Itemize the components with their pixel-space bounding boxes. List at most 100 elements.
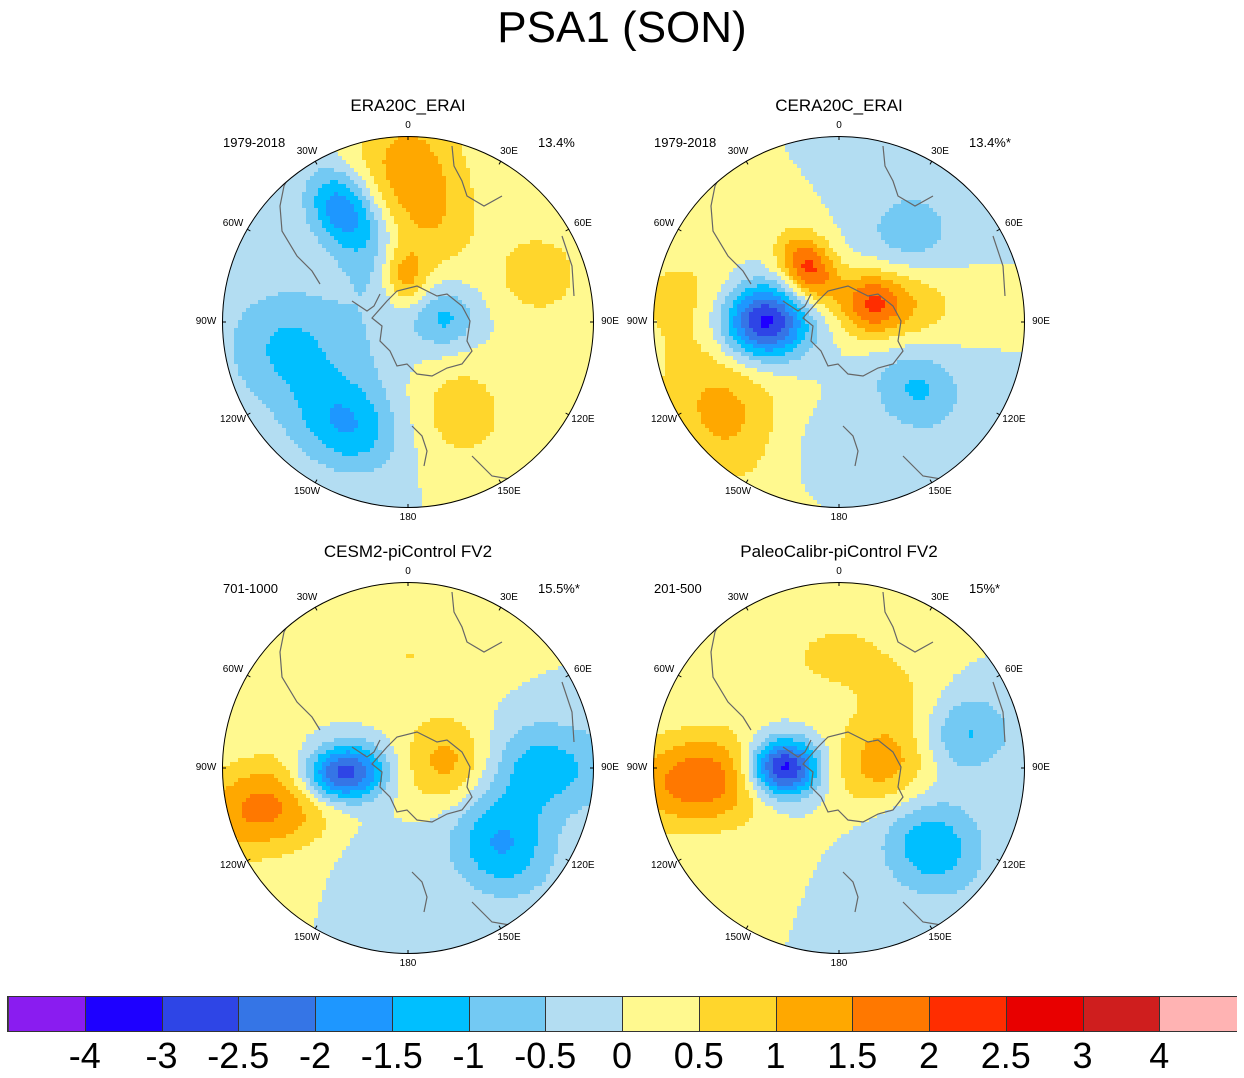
longitude-label: 90E	[596, 316, 624, 328]
colorbar-label: 1	[736, 1036, 816, 1076]
longitude-label: 30E	[495, 592, 523, 604]
colorbar-label: -2.5	[198, 1036, 278, 1076]
panel-title: ERA20C_ERAI	[228, 96, 588, 116]
longitude-label: 30W	[724, 146, 752, 158]
longitude-label: 60W	[650, 664, 678, 676]
colorbar-label: -1.5	[352, 1036, 432, 1076]
longitude-label: 180	[394, 512, 422, 524]
colorbar-box	[622, 997, 700, 1031]
colorbar-label: -3	[122, 1036, 202, 1076]
longitude-label: 90W	[192, 762, 220, 774]
longitude-label: 60W	[219, 664, 247, 676]
colorbar-box	[852, 997, 930, 1031]
longitude-label: 60W	[219, 218, 247, 230]
colorbar-label: 2.5	[966, 1036, 1046, 1076]
longitude-label: 30E	[926, 146, 954, 158]
longitude-label: 180	[825, 958, 853, 970]
panel-period: 701-1000	[223, 581, 278, 597]
longitude-label: 150E	[495, 932, 523, 944]
longitude-label: 180	[825, 512, 853, 524]
longitude-label: 90W	[623, 316, 651, 328]
longitude-label: 150W	[724, 932, 752, 944]
anomaly-field	[222, 136, 594, 508]
colorbar-label: -0.5	[505, 1036, 585, 1076]
longitude-label: 120W	[219, 860, 247, 872]
figure-title: PSA1 (SON)	[0, 2, 1244, 54]
longitude-label: 60W	[650, 218, 678, 230]
longitude-label: 120E	[1000, 860, 1028, 872]
longitude-label: 0	[825, 120, 853, 132]
panel-period: 1979-2018	[654, 135, 716, 151]
polar-map	[222, 582, 594, 954]
anomaly-field	[222, 582, 594, 954]
colorbar-label: -1	[429, 1036, 509, 1076]
colorbar-box	[929, 997, 1007, 1031]
longitude-label: 0	[394, 566, 422, 578]
colorbar-label: 1.5	[812, 1036, 892, 1076]
colorbar-box	[391, 997, 469, 1031]
longitude-label: 90W	[623, 762, 651, 774]
colorbar-label: -4	[45, 1036, 125, 1076]
longitude-label: 180	[394, 958, 422, 970]
colorbar-label: 4	[1119, 1036, 1199, 1076]
colorbar	[7, 996, 1237, 1032]
longitude-label: 120W	[219, 414, 247, 426]
longitude-label: 150W	[293, 932, 321, 944]
longitude-label: 30W	[724, 592, 752, 604]
colorbar-box	[1005, 997, 1083, 1031]
longitude-label: 30E	[495, 146, 523, 158]
longitude-label: 90E	[1027, 316, 1055, 328]
colorbar-box	[238, 997, 316, 1031]
longitude-label: 120E	[1000, 414, 1028, 426]
colorbar-label: -2	[275, 1036, 355, 1076]
longitude-label: 150E	[495, 486, 523, 498]
panel-title: CESM2-piControl FV2	[228, 542, 588, 562]
colorbar-box	[315, 997, 393, 1031]
longitude-label: 60E	[569, 664, 597, 676]
longitude-label: 60E	[1000, 218, 1028, 230]
panel-period: 1979-2018	[223, 135, 285, 151]
longitude-label: 30E	[926, 592, 954, 604]
panel-variance: 15.5%*	[538, 581, 580, 597]
longitude-label: 30W	[293, 592, 321, 604]
colorbar-box	[775, 997, 853, 1031]
panel-title: CERA20C_ERAI	[659, 96, 1019, 116]
longitude-label: 120E	[569, 860, 597, 872]
colorbar-box	[84, 997, 162, 1031]
panel-title: PaleoCalibr-piControl FV2	[659, 542, 1019, 562]
panel-variance: 13.4%	[538, 135, 575, 151]
panel-variance: 13.4%*	[969, 135, 1011, 151]
polar-map	[653, 136, 1025, 508]
longitude-label: 150W	[724, 486, 752, 498]
longitude-label: 60E	[569, 218, 597, 230]
longitude-label: 30W	[293, 146, 321, 158]
longitude-label: 0	[825, 566, 853, 578]
colorbar-label: 3	[1043, 1036, 1123, 1076]
polar-map	[653, 582, 1025, 954]
longitude-label: 90E	[596, 762, 624, 774]
colorbar-box	[1159, 997, 1237, 1031]
colorbar-box	[468, 997, 546, 1031]
colorbar-label: 2	[889, 1036, 969, 1076]
longitude-label: 90W	[192, 316, 220, 328]
longitude-label: 0	[394, 120, 422, 132]
longitude-label: 120W	[650, 860, 678, 872]
longitude-label: 150E	[926, 486, 954, 498]
colorbar-label: 0	[582, 1036, 662, 1076]
colorbar-box	[161, 997, 239, 1031]
panel-variance: 15%*	[969, 581, 1000, 597]
longitude-label: 120W	[650, 414, 678, 426]
anomaly-field	[653, 136, 1025, 508]
polar-map	[222, 136, 594, 508]
longitude-label: 120E	[569, 414, 597, 426]
colorbar-box	[698, 997, 776, 1031]
longitude-label: 150W	[293, 486, 321, 498]
colorbar-box	[8, 997, 86, 1031]
colorbar-box	[1082, 997, 1160, 1031]
colorbar-box	[545, 997, 623, 1031]
anomaly-field	[653, 582, 1025, 954]
longitude-label: 90E	[1027, 762, 1055, 774]
longitude-label: 150E	[926, 932, 954, 944]
longitude-label: 60E	[1000, 664, 1028, 676]
colorbar-label: 0.5	[659, 1036, 739, 1076]
